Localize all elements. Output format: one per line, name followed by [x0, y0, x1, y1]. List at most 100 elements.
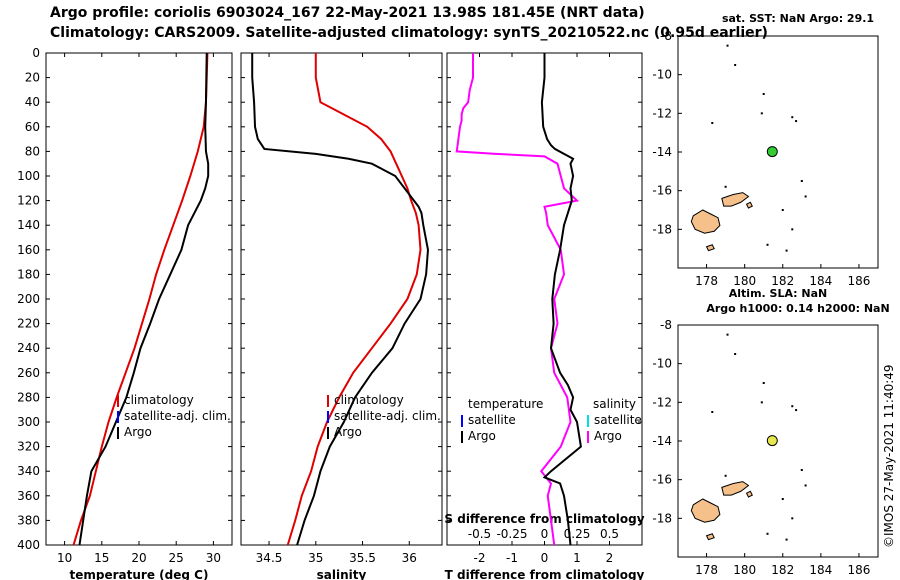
s-tick-label: 0 [541, 527, 549, 541]
map-title: sat. SST: NaN Argo: 29.1 [722, 12, 874, 25]
y-tick-label: 280 [17, 390, 40, 404]
map-x-tick-label: 186 [847, 563, 870, 577]
series-climatology-temperature [72, 52, 209, 546]
x-tick-label: 20 [131, 551, 146, 565]
y-tick-label: 60 [25, 120, 40, 134]
series-t-difference [455, 53, 580, 546]
map-x-tick-label: 186 [847, 274, 870, 288]
x-tick-label: 30 [206, 551, 221, 565]
s-axis-label: S difference from climatology [444, 512, 644, 526]
x-tick-label: 34.5 [256, 551, 283, 565]
y-tick-label: 100 [17, 169, 40, 183]
map-y-tick-label: -12 [652, 395, 672, 409]
map-frame [677, 324, 879, 558]
map-x-tick-label: 178 [695, 274, 718, 288]
island-vanua-levu [721, 192, 750, 207]
map_sst: sat. SST: NaN Argo: 29.1 -8 -10 -12 -14 -16 -1… [652, 12, 879, 300]
small-island [804, 195, 807, 198]
legend-t-argo: Argo [468, 429, 496, 443]
small-island [760, 112, 763, 115]
x-tick-label: 1 [573, 551, 581, 565]
figure-title-line1: Argo profile: coriolis 6903024_167 22-Ma… [50, 5, 645, 21]
map-y-tick-label: -18 [652, 222, 672, 236]
y-tick-label: 0 [32, 46, 40, 60]
y-tick-label: 400 [17, 538, 40, 552]
argo-position-marker [766, 435, 778, 447]
small-island [791, 405, 794, 408]
island-kadavu [705, 244, 715, 252]
panel-temperature: 0 20 40 60 80 100 120 140 160 180 200 220 240 260 280 3… [17, 46, 233, 580]
small-island [791, 517, 794, 520]
small-island [762, 93, 765, 95]
s-tick-label: -0.25 [496, 527, 527, 541]
panel-differences: -2 -1 0 1 2 T difference from climatology -0.5… [444, 52, 645, 580]
map-footer: Altim. SLA: NaN [729, 287, 828, 300]
y-tick-label: 200 [17, 292, 40, 306]
map-frame [677, 35, 879, 269]
fiji-islands [690, 192, 753, 252]
y-tick-label: 360 [17, 489, 40, 503]
map-x-tick-label: 180 [733, 274, 756, 288]
small-island [734, 353, 737, 355]
series-s-difference [540, 53, 582, 546]
small-island [711, 122, 714, 124]
argo-position-marker [766, 146, 778, 158]
x-tick-label: 10 [57, 551, 72, 565]
y-tick-label: 260 [17, 366, 40, 380]
panel-frame-differences [446, 52, 643, 546]
x-tick-label: 35.5 [349, 551, 376, 565]
island-taveuni [745, 201, 753, 209]
small-island [781, 209, 784, 211]
series-argo-salinity [251, 53, 429, 546]
small-island [726, 333, 729, 336]
small-island [762, 382, 765, 384]
map-y-tick-label: -14 [652, 434, 672, 448]
panel-frame-salinity [240, 52, 443, 546]
small-island [800, 469, 803, 471]
legend-satellite-adj-temperature: satellite-adj. clim. [124, 409, 231, 423]
small-island [766, 243, 769, 246]
small-island [785, 538, 788, 541]
x-tick-label: -1 [506, 551, 518, 565]
map-y-tick-label: -16 [652, 473, 672, 487]
map-x-tick-label: 182 [771, 563, 794, 577]
small-island [795, 120, 798, 123]
map-x-tick-label: 184 [809, 274, 832, 288]
legend-t-satellite: satellite [468, 413, 516, 427]
y-tick-label: 340 [17, 464, 40, 478]
small-island [791, 116, 794, 119]
figure-title-line2: Climatology: CARS2009. Satellite-adjuste… [50, 25, 768, 41]
y-tick-label: 220 [17, 317, 40, 331]
small-island [785, 249, 788, 252]
legend-argo-temperature: Argo [124, 425, 152, 439]
fiji-islands [690, 481, 753, 541]
small-island [724, 185, 727, 188]
legend-climatology-temperature: climatology [124, 393, 194, 407]
x-axis-label-temperature: temperature (deg C) [70, 568, 209, 580]
small-island [734, 64, 737, 66]
x-tick-label: -2 [474, 551, 486, 565]
x-tick-label: 35 [308, 551, 323, 565]
y-tick-label: 160 [17, 243, 40, 257]
map-y-tick-label: -8 [660, 318, 672, 332]
map-y-tick-label: -14 [652, 145, 672, 159]
map-x-tick-label: 182 [771, 274, 794, 288]
island-kadavu [705, 533, 715, 541]
y-tick-label: 20 [25, 71, 40, 85]
y-tick-label: 320 [17, 440, 40, 454]
legend-argo-salinity: Argo [334, 425, 362, 439]
y-tick-label: 380 [17, 513, 40, 527]
small-island [781, 498, 784, 500]
series-argo-temperature [78, 52, 210, 546]
island-taveuni [745, 490, 753, 498]
map-y-tick-label: -10 [652, 357, 672, 371]
legend-satellite-adj-salinity: satellite-adj. clim. [334, 409, 441, 423]
small-island [766, 532, 769, 535]
map_altim: Argo h1000: 0.14 h2000: NaN -8 -10 -12 -14 -1… [652, 302, 889, 577]
legend-s-argo: Argo [594, 429, 622, 443]
map-y-tick-label: -16 [652, 184, 672, 198]
panel-salinity: 34.5 35 35.5 36 salinity climatology satellite… [240, 52, 443, 580]
series-climatology-salinity [286, 53, 422, 546]
imos-credit: ©IMOS 27-May-2021 11:40:49 [882, 364, 896, 548]
